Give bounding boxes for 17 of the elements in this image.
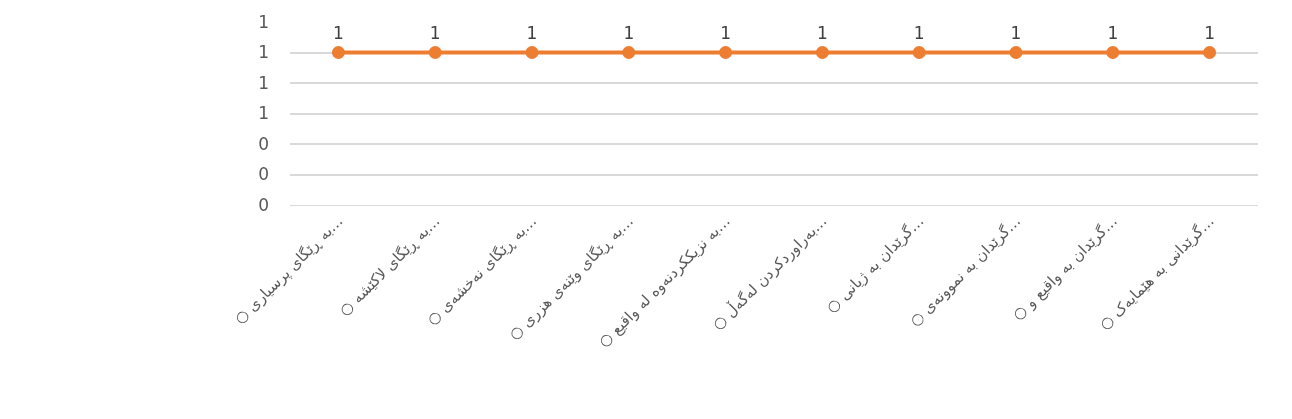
y-tick-label: 0 xyxy=(258,164,269,185)
y-tick-label: 1 xyxy=(258,103,269,124)
data-label: 1 xyxy=(1010,23,1022,44)
data-label: 1 xyxy=(816,23,828,44)
data-label: 1 xyxy=(526,23,538,44)
data-label: 1 xyxy=(913,23,925,44)
y-tick-label: 1 xyxy=(258,42,269,63)
y-tick-label: 0 xyxy=(258,194,269,215)
data-label: 1 xyxy=(429,23,441,44)
data-label: 1 xyxy=(332,23,344,44)
data-label: 1 xyxy=(1107,23,1119,44)
data-label: 1 xyxy=(623,23,635,44)
data-label: 1 xyxy=(1204,23,1216,44)
y-tick-label: 1 xyxy=(258,72,269,93)
y-tick-label: 0 xyxy=(258,133,269,154)
data-label: 1 xyxy=(720,23,732,44)
y-tick-label: 1 xyxy=(258,11,269,32)
